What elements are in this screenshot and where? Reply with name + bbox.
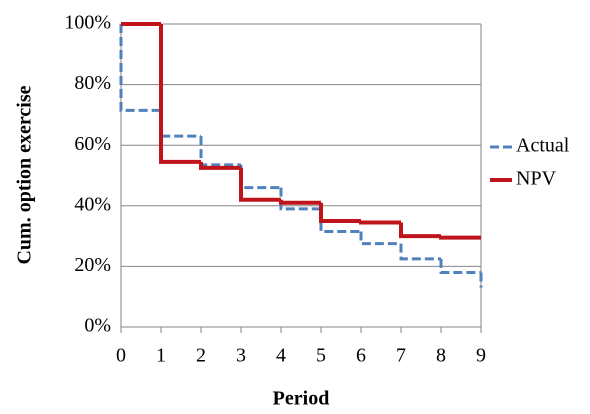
step-segment (399, 222, 441, 239)
y-tick-label: 0% (84, 315, 111, 337)
x-tick-label: 9 (476, 345, 486, 367)
y-tick-label: 20% (74, 254, 111, 276)
x-tick-label: 2 (196, 345, 206, 367)
step-segment (279, 187, 321, 211)
y-axis-title: Cum. option exercise (14, 85, 36, 264)
x-tick-label: 3 (236, 345, 246, 367)
y-tick-label: 100% (64, 12, 111, 34)
step-segment (159, 110, 201, 138)
legend-label: NPV (516, 168, 557, 190)
step-segment (319, 202, 361, 223)
step-segment (199, 136, 241, 167)
step-segment (199, 161, 241, 170)
step-segment (359, 231, 401, 246)
step-segment (279, 199, 321, 205)
x-tick-label: 6 (356, 345, 366, 367)
x-tick-label: 8 (436, 345, 446, 367)
step-segment (399, 243, 441, 261)
x-tick-label: 0 (116, 345, 126, 367)
x-axis-title: Period (273, 388, 330, 410)
step-segment (239, 167, 281, 202)
step-segment (159, 24, 201, 164)
x-tick-label: 1 (156, 345, 166, 367)
y-tick-label: 80% (74, 72, 111, 94)
x-tick-label: 5 (316, 345, 326, 367)
legend-label: Actual (516, 135, 570, 157)
y-tick-label: 40% (74, 193, 111, 215)
x-tick-label: 4 (276, 345, 286, 367)
step-segment (239, 164, 281, 190)
step-segment (439, 258, 481, 274)
step-segment (359, 220, 401, 225)
y-tick-label: 60% (74, 133, 111, 155)
step-segment (439, 235, 481, 240)
step-segment (119, 24, 161, 112)
x-tick-label: 7 (396, 345, 406, 367)
